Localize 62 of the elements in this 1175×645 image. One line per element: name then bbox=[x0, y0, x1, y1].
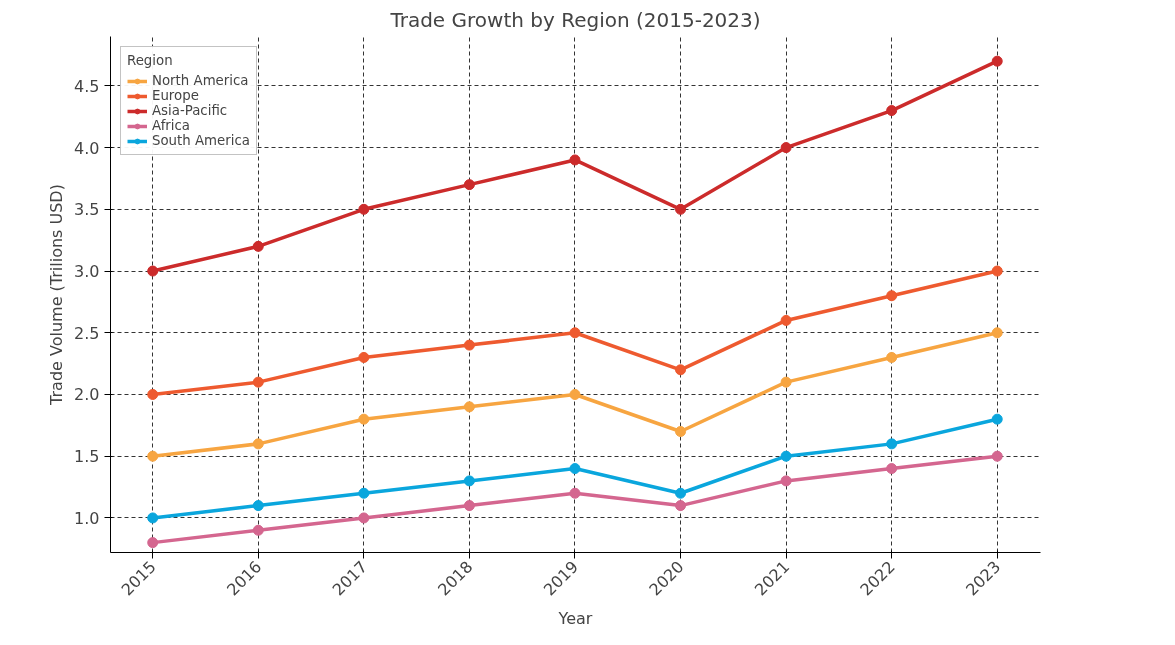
y-tick-label: 1.0 bbox=[74, 508, 100, 528]
point bbox=[463, 401, 475, 413]
point bbox=[780, 475, 792, 487]
point bbox=[358, 487, 370, 499]
point bbox=[252, 376, 264, 388]
point bbox=[675, 426, 687, 438]
point bbox=[358, 351, 370, 363]
chart-title: Trade Growth by Region (2015-2023) bbox=[389, 7, 761, 32]
y-tick-label: 4.0 bbox=[74, 138, 100, 158]
x-axis-title: Year bbox=[557, 608, 593, 628]
point bbox=[991, 450, 1003, 462]
point bbox=[780, 450, 792, 462]
point bbox=[569, 463, 581, 475]
point bbox=[147, 389, 159, 400]
point bbox=[252, 240, 264, 252]
point bbox=[569, 154, 581, 166]
legend-label: North America bbox=[152, 73, 249, 88]
point bbox=[886, 105, 898, 117]
point bbox=[147, 450, 159, 462]
point bbox=[675, 500, 687, 512]
point bbox=[147, 512, 159, 524]
legend-label: South America bbox=[152, 133, 250, 148]
point bbox=[886, 351, 898, 363]
legend-title: Region bbox=[127, 53, 174, 68]
point bbox=[675, 364, 687, 376]
legend-label: Asia-Pacific bbox=[152, 103, 228, 118]
y-tick-label: 4.5 bbox=[74, 76, 100, 96]
point bbox=[252, 438, 264, 450]
point bbox=[147, 537, 159, 549]
point bbox=[780, 142, 792, 154]
point bbox=[252, 500, 264, 512]
y-tick-label: 1.5 bbox=[74, 447, 100, 467]
point bbox=[569, 487, 581, 499]
legend-label: Europe bbox=[152, 88, 199, 103]
y-tick-label: 2.5 bbox=[74, 323, 100, 343]
point bbox=[886, 290, 898, 302]
point bbox=[886, 463, 898, 475]
point bbox=[463, 179, 475, 191]
point bbox=[569, 327, 581, 339]
point bbox=[991, 55, 1003, 67]
point bbox=[780, 314, 792, 326]
y-axis-title: Trade Volume (Trilions USD) bbox=[47, 184, 67, 406]
point bbox=[991, 265, 1003, 277]
point bbox=[358, 512, 370, 524]
point bbox=[886, 438, 898, 450]
point bbox=[358, 203, 370, 215]
y-tick-label: 3.0 bbox=[74, 262, 100, 282]
point bbox=[675, 487, 687, 499]
point bbox=[991, 327, 1003, 339]
point bbox=[569, 389, 581, 400]
point bbox=[463, 339, 475, 351]
point bbox=[675, 203, 687, 215]
point bbox=[991, 413, 1003, 425]
y-tick-label: 3.5 bbox=[74, 200, 100, 220]
point bbox=[147, 265, 159, 277]
point bbox=[780, 376, 792, 388]
legend-label: Africa bbox=[152, 118, 191, 133]
point bbox=[252, 524, 264, 536]
point bbox=[358, 413, 370, 425]
y-tick-label: 2.0 bbox=[74, 385, 100, 405]
point bbox=[463, 500, 475, 512]
point bbox=[463, 475, 475, 487]
